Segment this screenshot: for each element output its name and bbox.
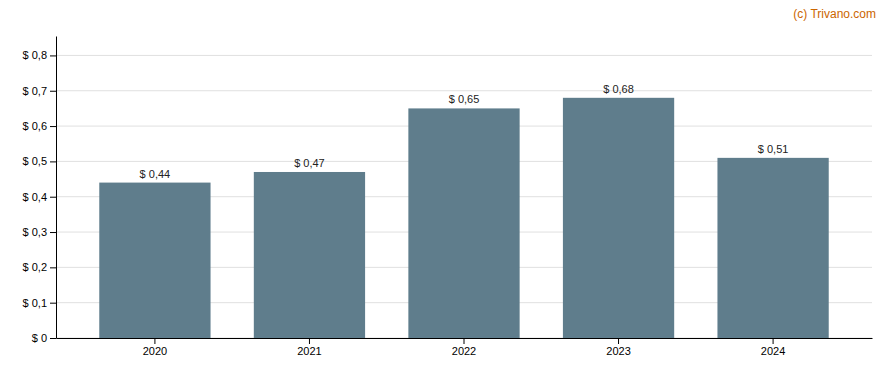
y-tick-label: $ 0,5: [23, 155, 47, 167]
y-tick: $ 0,8: [23, 49, 56, 61]
y-tick: $ 0,3: [23, 226, 56, 238]
bar: [408, 108, 519, 338]
grid-line: [56, 90, 872, 91]
y-tick: $ 0,4: [23, 191, 56, 203]
bar: [717, 158, 828, 338]
y-tick-mark: [50, 126, 56, 127]
y-axis-line: [56, 37, 57, 339]
chart-svg: $ 0 $ 0,1 $ 0,2 $ 0,3 $ 0,4 $ 0,5 $ 0,6 $ 0,7 $ …: [0, 0, 888, 370]
y-tick-label: $ 0,2: [23, 261, 47, 273]
y-tick: $ 0,7: [23, 85, 56, 97]
y-tick-mark: [50, 91, 56, 92]
y-tick-mark: [50, 338, 56, 339]
y-tick-label: $ 0,6: [23, 120, 47, 132]
x-tick: 2020: [143, 338, 167, 357]
chart-container: $ 0 $ 0,1 $ 0,2 $ 0,3 $ 0,4 $ 0,5 $ 0,6 $ 0,7 $ …: [0, 0, 888, 370]
plot-area: $ 0 $ 0,1 $ 0,2 $ 0,3 $ 0,4 $ 0,5 $ 0,6 $ 0,7 $ …: [23, 37, 873, 357]
y-tick-label: $ 0,8: [23, 49, 47, 61]
watermark: (c) Trivano.com: [793, 7, 876, 21]
y-tick: $ 0,1: [23, 297, 56, 309]
bar: [563, 98, 674, 338]
x-tick-label: 2023: [606, 345, 630, 357]
x-axis: 2020 2021 2022 2023 2024: [57, 338, 873, 357]
grid: [56, 55, 872, 338]
data-label: $ 0,65: [449, 93, 480, 105]
y-tick-label: $ 0: [32, 332, 47, 344]
y-tick-label: $ 0,3: [23, 226, 47, 238]
y-tick: $ 0,2: [23, 261, 56, 273]
bar: [254, 172, 365, 338]
bars: [99, 98, 828, 338]
y-tick: $ 0: [32, 332, 56, 344]
grid-line: [56, 55, 872, 56]
y-tick-mark: [50, 267, 56, 268]
x-tick-label: 2024: [761, 345, 785, 357]
x-tick: 2021: [297, 338, 321, 357]
x-tick-mark: [464, 338, 465, 344]
data-labels: $ 0,44 $ 0,47 $ 0,65 $ 0,68 $ 0,51: [140, 83, 789, 180]
y-tick-mark: [50, 303, 56, 304]
bar: [99, 183, 210, 338]
x-tick: 2023: [606, 338, 630, 357]
y-tick-label: $ 0,1: [23, 297, 47, 309]
x-tick: 2022: [452, 338, 476, 357]
x-tick-mark: [773, 338, 774, 344]
y-tick-label: $ 0,7: [23, 85, 47, 97]
x-tick-mark: [618, 338, 619, 344]
x-tick-mark: [154, 338, 155, 344]
data-label: $ 0,47: [294, 157, 325, 169]
y-tick-mark: [50, 232, 56, 233]
x-tick: 2024: [761, 338, 785, 357]
y-tick-mark: [50, 197, 56, 198]
y-tick: $ 0,5: [23, 155, 56, 167]
x-tick-label: 2020: [143, 345, 167, 357]
annotations: (c) Trivano.com: [793, 7, 876, 21]
data-label: $ 0,51: [758, 143, 789, 155]
x-tick-label: 2022: [452, 345, 476, 357]
x-tick-label: 2021: [297, 345, 321, 357]
y-tick-mark: [50, 161, 56, 162]
data-label: $ 0,68: [603, 83, 634, 95]
data-label: $ 0,44: [140, 168, 171, 180]
y-tick: $ 0,6: [23, 120, 56, 132]
y-axis: $ 0 $ 0,1 $ 0,2 $ 0,3 $ 0,4 $ 0,5 $ 0,6 $ 0,7 $ …: [23, 37, 57, 345]
x-tick-mark: [309, 338, 310, 344]
y-tick-mark: [50, 55, 56, 56]
y-tick-label: $ 0,4: [23, 191, 47, 203]
